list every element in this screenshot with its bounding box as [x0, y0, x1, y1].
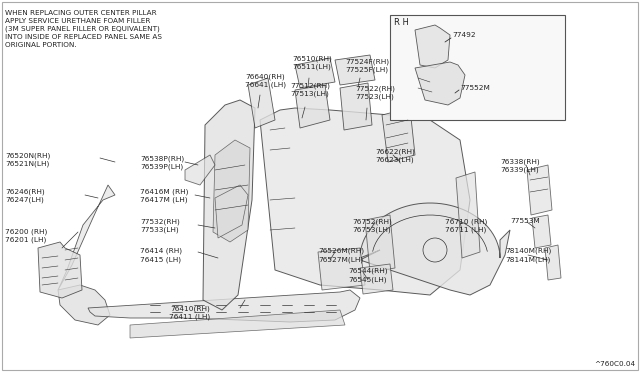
Polygon shape [88, 290, 360, 322]
Text: 76520N(RH)
76521N(LH): 76520N(RH) 76521N(LH) [5, 152, 51, 167]
Text: 77492: 77492 [452, 32, 476, 38]
Text: 78140M(RH)
78141M(LH): 78140M(RH) 78141M(LH) [505, 248, 552, 263]
Polygon shape [295, 85, 330, 128]
Polygon shape [545, 245, 561, 280]
Text: 76416M (RH)
76417M (LH): 76416M (RH) 76417M (LH) [140, 188, 189, 203]
Text: 76246(RH)
76247(LH): 76246(RH) 76247(LH) [5, 188, 45, 203]
Text: R H: R H [394, 18, 409, 27]
Polygon shape [532, 215, 551, 248]
Polygon shape [360, 264, 393, 294]
Text: 76526M(RH)
76527M(LH): 76526M(RH) 76527M(LH) [318, 248, 364, 263]
Text: 76544(RH)
76545(LH): 76544(RH) 76545(LH) [348, 268, 388, 283]
Polygon shape [415, 62, 465, 105]
Polygon shape [130, 310, 345, 338]
Polygon shape [456, 172, 480, 258]
Text: 77522(RH)
77523(LH): 77522(RH) 77523(LH) [355, 85, 395, 100]
Text: WHEN REPLACING OUTER CENTER PILLAR
APPLY SERVICE URETHANE FOAM FILLER
(3M SUPER : WHEN REPLACING OUTER CENTER PILLAR APPLY… [5, 10, 162, 48]
Polygon shape [527, 165, 552, 215]
Polygon shape [260, 108, 470, 295]
Text: 77552M: 77552M [460, 85, 490, 91]
Polygon shape [38, 242, 82, 298]
Polygon shape [340, 83, 372, 130]
Text: 76622(RH)
76623(LH): 76622(RH) 76623(LH) [375, 148, 415, 163]
Polygon shape [58, 185, 115, 290]
Polygon shape [382, 108, 415, 162]
Text: 77512(RH)
77513(LH): 77512(RH) 77513(LH) [290, 82, 330, 97]
Polygon shape [415, 25, 450, 68]
Polygon shape [335, 55, 375, 85]
Polygon shape [360, 203, 510, 295]
Bar [390, 15, 565, 120]
Polygon shape [58, 285, 110, 325]
Polygon shape [215, 185, 248, 238]
Text: ^760C0.04: ^760C0.04 [594, 361, 635, 367]
Text: 76640(RH)
76641 (LH): 76640(RH) 76641 (LH) [245, 73, 286, 88]
Text: 77553M: 77553M [510, 218, 540, 224]
Text: 76710 (RH)
76711 (LH): 76710 (RH) 76711 (LH) [445, 218, 488, 233]
Text: 76510(RH)
76511(LH): 76510(RH) 76511(LH) [292, 55, 332, 70]
Polygon shape [295, 58, 335, 88]
Polygon shape [185, 155, 215, 185]
Text: 76752(RH)
76753(LH): 76752(RH) 76753(LH) [352, 218, 392, 233]
Polygon shape [213, 140, 250, 242]
Text: 77532(RH)
77533(LH): 77532(RH) 77533(LH) [140, 218, 180, 233]
Text: 76414 (RH)
76415 (LH): 76414 (RH) 76415 (LH) [140, 248, 182, 263]
Text: 76338(RH)
76339(LH): 76338(RH) 76339(LH) [500, 158, 540, 173]
Polygon shape [203, 100, 255, 310]
Text: 76538P(RH)
76539P(LH): 76538P(RH) 76539P(LH) [140, 155, 184, 170]
Text: 76410(RH)
76411 (LH): 76410(RH) 76411 (LH) [170, 305, 211, 320]
Polygon shape [318, 248, 365, 290]
Text: 77524F(RH)
77525F(LH): 77524F(RH) 77525F(LH) [345, 58, 389, 73]
Text: 76200 (RH)
76201 (LH): 76200 (RH) 76201 (LH) [5, 228, 47, 243]
Polygon shape [365, 215, 395, 272]
Polygon shape [248, 78, 275, 128]
